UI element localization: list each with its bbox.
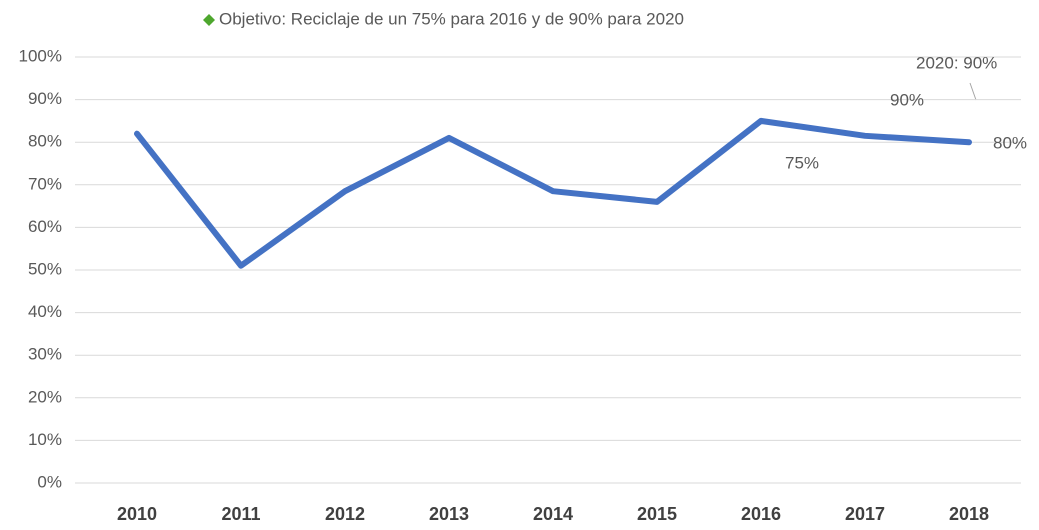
leader-line — [969, 82, 977, 101]
y-tick-label: 90% — [28, 89, 62, 108]
y-tick-label: 100% — [19, 46, 62, 65]
y-tick-label: 20% — [28, 387, 62, 406]
y-tick-label: 60% — [28, 217, 62, 236]
y-tick-label: 0% — [37, 472, 62, 491]
x-tick-label: 2013 — [429, 504, 469, 524]
annotation: 75% — [785, 153, 819, 172]
data-label: 80% — [993, 134, 1027, 153]
annotation: 2020: 90% — [916, 53, 997, 72]
legend-marker — [203, 14, 215, 26]
y-tick-label: 30% — [28, 345, 62, 364]
x-tick-label: 2011 — [221, 504, 260, 524]
x-tick-label: 2017 — [845, 504, 885, 524]
y-tick-label: 10% — [28, 430, 62, 449]
x-tick-label: 2014 — [533, 504, 573, 524]
annotation: 90% — [890, 90, 924, 109]
x-tick-label: 2010 — [117, 504, 157, 524]
x-tick-label: 2012 — [325, 504, 365, 524]
x-tick-label: 2018 — [949, 504, 989, 524]
data-line — [134, 117, 972, 269]
legend-label: Objetivo: Reciclaje de un 75% para 2016 … — [219, 9, 684, 28]
y-tick-label: 50% — [28, 259, 62, 278]
y-tick-label: 40% — [28, 302, 62, 321]
y-tick-label: 70% — [28, 174, 62, 193]
x-tick-label: 2015 — [637, 504, 677, 524]
x-tick-label: 2016 — [741, 504, 781, 524]
y-tick-label: 80% — [28, 132, 62, 151]
